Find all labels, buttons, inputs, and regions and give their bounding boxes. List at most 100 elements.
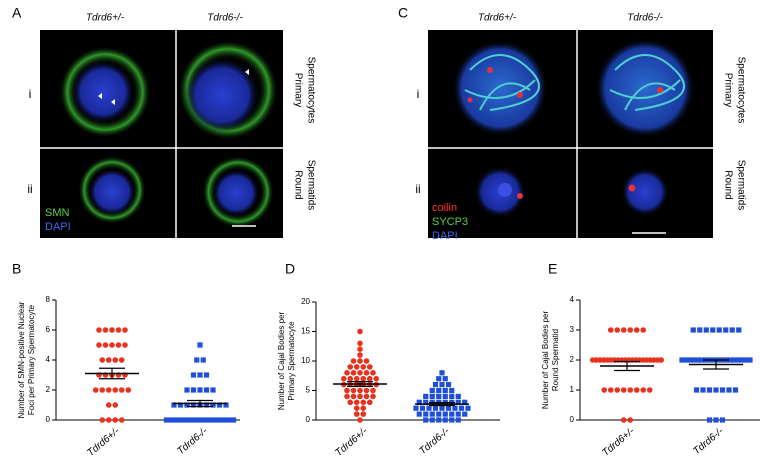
data-point (118, 417, 125, 423)
data-point (703, 327, 709, 333)
data-point (442, 417, 448, 423)
row-title: Spermatids (305, 160, 316, 211)
data-point (719, 387, 726, 393)
stain-label: SMN (45, 207, 70, 219)
data-point (122, 327, 128, 333)
y-tick-label: 20 (301, 297, 310, 306)
y-tick-label: 0 (306, 415, 311, 424)
data-point (727, 357, 733, 363)
x-tick-label: Tdrd6+/- (333, 425, 370, 458)
data-point (719, 417, 726, 423)
data-point (216, 417, 222, 423)
data-point (739, 357, 745, 363)
data-point (449, 411, 455, 417)
data-point (112, 387, 119, 393)
y-tick-label: 4 (46, 355, 51, 364)
data-point (357, 370, 363, 376)
data-point (436, 417, 442, 423)
data-point (190, 387, 197, 393)
data-point (92, 387, 99, 393)
data-point (357, 346, 363, 353)
data-point (683, 357, 689, 363)
data-point (226, 417, 232, 423)
data-point (360, 375, 367, 382)
y-tick-label: 2 (570, 355, 575, 364)
data-point (340, 375, 347, 382)
data-point (223, 402, 229, 408)
data-point (726, 387, 732, 393)
data-point (449, 393, 455, 399)
data-point (357, 352, 363, 358)
column-header: Tdrd6+/- (478, 13, 517, 24)
data-point (96, 342, 102, 348)
data-point (211, 417, 217, 423)
y-tick-label: 10 (301, 356, 310, 365)
data-point (363, 358, 370, 364)
data-point (194, 357, 200, 363)
data-point (203, 372, 210, 378)
y-axis-label: Primary Spermatocyte (287, 321, 296, 401)
data-point (419, 405, 426, 411)
y-axis-label: Foci per Primary Spermatocyte (27, 304, 36, 415)
data-point (723, 327, 729, 333)
data-point (202, 417, 208, 423)
data-point (627, 327, 634, 333)
data-point (203, 387, 210, 393)
data-point (347, 399, 354, 406)
row-title: Primary (292, 73, 303, 107)
data-point (210, 387, 216, 393)
data-point (732, 387, 739, 393)
data-point (99, 387, 106, 393)
data-point (423, 411, 429, 417)
data-point (458, 405, 465, 411)
row-title: Spermatocytes (735, 57, 746, 124)
data-point (416, 399, 422, 405)
row-label: ii (27, 182, 32, 196)
data-point (168, 417, 174, 423)
data-point (439, 405, 445, 411)
data-point (99, 357, 106, 363)
data-point (125, 387, 132, 393)
data-point (439, 382, 445, 388)
x-tick-label: Tdrd6+/- (600, 425, 637, 458)
data-point (347, 364, 354, 370)
data-point (442, 393, 448, 399)
data-point (620, 417, 627, 423)
data-point (163, 417, 169, 423)
data-point (102, 327, 109, 333)
data-point (436, 411, 442, 417)
data-point (109, 327, 115, 333)
data-point (426, 405, 432, 411)
data-point (353, 399, 360, 406)
panel-letter: D (285, 261, 295, 277)
x-tick-label: Tdrd6+/- (85, 425, 122, 458)
x-tick-label: Tdrd6-/- (417, 425, 452, 457)
data-point (190, 402, 197, 408)
data-point (216, 402, 223, 408)
data-point (373, 375, 380, 382)
data-point (203, 402, 210, 408)
data-point (423, 393, 429, 399)
y-axis-label: Number of Cajal Bodies per (541, 311, 550, 410)
data-point (706, 417, 713, 423)
data-point (713, 417, 719, 423)
y-tick-label: 2 (46, 385, 51, 394)
stain-label: DAPI (432, 230, 458, 242)
data-point (620, 327, 627, 333)
data-point (713, 387, 719, 393)
y-axis-label: Round Spermatid (551, 329, 560, 391)
data-point (99, 417, 106, 423)
data-point (197, 387, 203, 393)
data-point (221, 417, 227, 423)
data-point (423, 417, 429, 423)
data-point (449, 417, 455, 423)
data-point (735, 357, 741, 363)
data-point (436, 387, 442, 394)
data-point (105, 387, 112, 393)
column-header: Tdrd6+/- (86, 13, 125, 24)
y-axis-label: Number of SMN-positive Nuclear (17, 301, 26, 418)
data-point (690, 327, 696, 333)
data-point (353, 405, 360, 412)
data-point (429, 387, 435, 394)
data-point (370, 393, 376, 400)
